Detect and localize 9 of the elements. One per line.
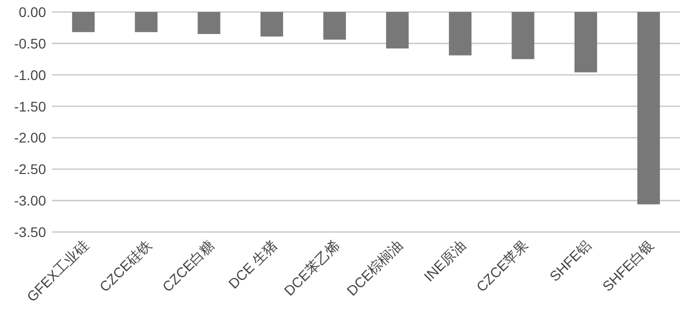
y-tick-label: -0.50 xyxy=(14,35,46,52)
x-tick-label: INE原油 xyxy=(420,236,468,284)
y-tick-label: -2.00 xyxy=(14,130,46,146)
y-tick-label: -3.00 xyxy=(14,192,46,209)
y-tick-label: -3.50 xyxy=(14,224,46,240)
y-tick-label: 0.00 xyxy=(18,4,46,20)
y-tick-label: -2.50 xyxy=(14,161,46,178)
y-tick-label: -1.00 xyxy=(14,66,46,83)
y-tick-label: -1.50 xyxy=(14,98,46,114)
